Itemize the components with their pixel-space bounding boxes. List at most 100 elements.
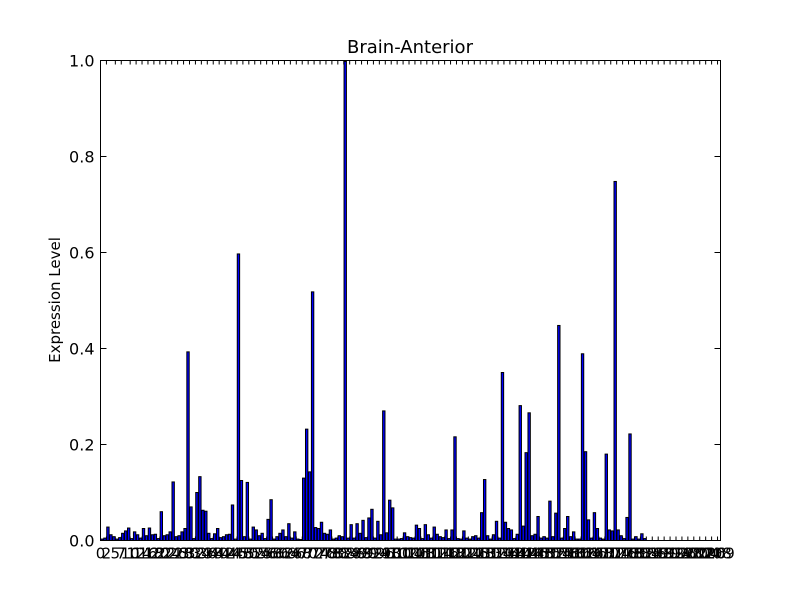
plot-frame — [100, 60, 721, 541]
bar-106 — [414, 524, 419, 542]
bar-25 — [174, 536, 178, 541]
bar-80 — [337, 535, 341, 542]
bar-16 — [147, 527, 152, 542]
bar-11 — [132, 531, 137, 541]
x-tick-label-86: 174 — [602, 545, 631, 563]
x-tick-label-0: 0 — [96, 545, 106, 563]
x-tick-label-67: 136 — [490, 545, 519, 563]
bar-144 — [527, 412, 531, 542]
bar-21 — [162, 535, 166, 542]
bar-39 — [215, 528, 220, 541]
x-tick-label-50: 102 — [389, 545, 418, 563]
x-tick-label-71: 144 — [513, 545, 542, 563]
x-tick-label-82: 166 — [579, 545, 608, 563]
bar-132 — [491, 534, 496, 541]
bar-41 — [221, 536, 226, 541]
bar-54 — [260, 532, 264, 541]
bar-116 — [444, 529, 448, 542]
bar-151 — [548, 500, 552, 542]
bar-103 — [405, 536, 410, 541]
bar-82 — [343, 60, 347, 542]
x-tick-label-1: 2 — [102, 545, 112, 563]
bar-149 — [542, 536, 546, 541]
bar-112 — [432, 526, 436, 541]
y-axis-label: Expression Level — [46, 237, 64, 363]
x-tick-label-26: 54 — [251, 545, 270, 563]
x-tick-label-76: 154 — [543, 545, 572, 563]
bar-109 — [423, 524, 428, 541]
bar-166 — [592, 512, 597, 541]
bar-8 — [124, 530, 128, 542]
x-tick-label-68: 138 — [496, 545, 525, 563]
x-tick-label-48: 98 — [382, 545, 401, 563]
bar-22 — [165, 534, 169, 541]
bar-73 — [316, 528, 321, 541]
bar-171 — [607, 529, 611, 542]
bar-153 — [554, 512, 558, 542]
bar-126 — [474, 535, 478, 542]
bar-86 — [355, 523, 359, 542]
bar-24 — [171, 481, 175, 542]
x-tick-label-64: 130 — [472, 545, 501, 563]
bar-36 — [207, 532, 211, 541]
x-tick-label-14: 30 — [180, 545, 199, 563]
x-tick-label-42: 86 — [346, 545, 365, 563]
bar-69 — [304, 428, 309, 542]
bar-23 — [168, 531, 172, 541]
x-tick-label-43: 88 — [352, 545, 371, 563]
x-tick-label-18: 38 — [204, 545, 223, 563]
x-tick-label-21: 44 — [221, 545, 240, 563]
x-tick-label-77: 156 — [549, 545, 578, 563]
x-tick-label-72: 146 — [519, 545, 548, 563]
bar-143 — [524, 452, 528, 541]
bar-158 — [569, 536, 573, 541]
y-tick-label-3: 0.6 — [69, 244, 94, 263]
bar-74 — [319, 521, 324, 542]
x-tick-label-63: 128 — [466, 545, 495, 563]
x-tick-label-10: 22 — [156, 545, 175, 563]
bar-75 — [322, 532, 327, 541]
bar-141 — [518, 405, 522, 541]
bar-7 — [121, 532, 125, 541]
y-tick-label-4: 0.8 — [69, 148, 94, 167]
bar-30 — [189, 506, 193, 541]
x-tick-label-79: 160 — [561, 545, 590, 563]
x-tick-label-34: 70 — [299, 545, 318, 563]
x-tick-label-47: 96 — [376, 545, 395, 563]
bar-88 — [361, 519, 365, 542]
bar-29 — [186, 351, 190, 541]
bar-56 — [266, 518, 270, 542]
x-tick-label-45: 92 — [364, 545, 383, 563]
bar-95 — [382, 410, 386, 541]
x-tick-label-28: 58 — [263, 545, 282, 563]
x-tick-label-11: 24 — [162, 545, 181, 563]
x-tick-label-41: 84 — [340, 545, 359, 563]
y-tick-label-1: 0.2 — [69, 436, 94, 455]
x-tick-label-66: 134 — [484, 545, 513, 563]
bar-77 — [328, 529, 333, 542]
bar-68 — [302, 477, 306, 542]
x-tick-label-46: 94 — [370, 545, 389, 563]
x-tick-label-103: 208 — [703, 545, 732, 563]
bar-170 — [604, 453, 608, 542]
bar-97 — [388, 499, 392, 541]
bar-2 — [106, 526, 110, 541]
x-tick-label-58: 118 — [436, 545, 465, 563]
bar-46 — [236, 253, 241, 541]
bar-60 — [278, 532, 282, 541]
bar-43 — [227, 533, 232, 542]
x-tick-label-97: 196 — [668, 545, 697, 563]
bar-157 — [566, 516, 570, 541]
bar-52 — [254, 529, 258, 542]
bar-18 — [153, 533, 158, 542]
x-tick-label-69: 140 — [501, 545, 530, 563]
bar-163 — [583, 451, 588, 542]
bar-128 — [480, 512, 484, 541]
x-tick-label-49: 100 — [383, 545, 412, 563]
bar-94 — [379, 534, 383, 541]
y-tick-label-0: 0.0 — [69, 532, 94, 551]
bar-87 — [358, 532, 362, 541]
x-tick-label-53: 108 — [407, 545, 436, 563]
x-tick-label-73: 148 — [525, 545, 554, 563]
bar-48 — [242, 536, 247, 541]
